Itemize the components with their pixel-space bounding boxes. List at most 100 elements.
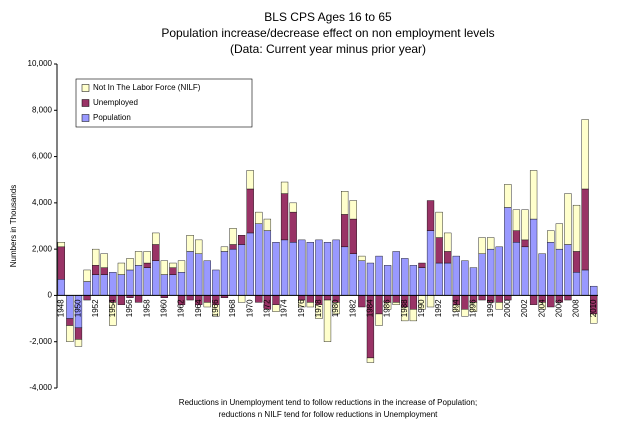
bar-segment (143, 267, 151, 296)
x-tick-label: 2010 (589, 299, 598, 317)
bar-segment (504, 207, 512, 296)
bar-segment (272, 241, 280, 296)
bar-segment (375, 255, 383, 296)
bar-segment (263, 218, 272, 231)
bar-segment (444, 251, 452, 264)
bar-segment (177, 260, 186, 273)
bar-segment (126, 269, 134, 296)
bar-segment (487, 237, 495, 250)
bar-segment (461, 295, 469, 310)
bar-segment (478, 253, 486, 296)
x-tick-label: 1986 (383, 299, 392, 317)
bar-segment (100, 253, 108, 268)
bar-segment (461, 309, 469, 317)
bar-segment (255, 295, 263, 303)
bar-segment (74, 339, 83, 347)
bar-segment (332, 239, 340, 296)
bar-segment (100, 267, 108, 275)
x-tick-label: 1974 (280, 299, 289, 317)
bar-segment (263, 230, 272, 296)
bar-segment (341, 214, 349, 248)
bar-segment (289, 241, 297, 296)
bar-segment (298, 299, 306, 308)
x-tick-label: 2008 (572, 299, 581, 317)
x-tick-label: 1968 (228, 299, 237, 317)
bar-segment (547, 241, 555, 296)
bar-segment (521, 239, 529, 248)
bar-segment (401, 306, 409, 322)
bar-segment (212, 269, 220, 296)
x-tick-label: 1992 (434, 299, 443, 317)
bar-segment (444, 262, 452, 296)
x-tick-label: 1954 (108, 299, 117, 317)
bar-segment (237, 295, 246, 303)
bar-segment (426, 200, 435, 231)
bar-segment (564, 295, 572, 301)
bar-segment (426, 295, 435, 308)
bar-segment (521, 246, 529, 296)
bar-segment (323, 299, 332, 342)
bar-segment (452, 255, 460, 296)
bar-segment (298, 295, 306, 301)
bar-segment (323, 241, 332, 296)
legend-swatch (81, 99, 90, 107)
bar-segment (478, 237, 486, 254)
bar-segment (255, 223, 263, 296)
x-tick-label: 1950 (74, 299, 83, 317)
bar-segment (280, 181, 289, 194)
bar-segment (409, 295, 418, 310)
bar-segment (92, 248, 100, 266)
bar-segment (564, 244, 572, 296)
bar-segment (169, 267, 177, 275)
bar-segment (66, 325, 74, 342)
y-tick-label: 10,000 (28, 59, 53, 68)
bar-segment (134, 295, 143, 303)
bar-segment (564, 193, 572, 245)
bar-segment (487, 248, 495, 296)
bar-segment (555, 248, 563, 296)
bar-segment (469, 302, 478, 312)
bar-segment (538, 253, 546, 296)
x-tick-label: 1948 (56, 299, 65, 317)
legend-label: Population (93, 113, 131, 122)
bar-segment (92, 265, 100, 275)
bar-segment (547, 295, 555, 308)
bar-segment (581, 119, 589, 190)
footnote: Reductions in Unemployment tend to follo… (179, 398, 477, 407)
bar-segment (212, 304, 220, 317)
bar-segment (280, 193, 289, 241)
x-tick-label: 1956 (125, 299, 134, 317)
bar-segment (160, 274, 168, 296)
bar-segment (452, 304, 460, 312)
bar-segment (306, 302, 314, 308)
bar-segment (383, 265, 392, 296)
bar-segment (272, 304, 280, 312)
bar-segment (66, 318, 74, 326)
bar-segment (358, 295, 366, 308)
bar-segment (418, 267, 426, 296)
bar-segment (529, 295, 538, 305)
bar-segment (152, 260, 160, 296)
bar-segment (572, 272, 581, 296)
bar-segment (203, 295, 211, 303)
bar-segment (83, 295, 91, 301)
bar-segment (220, 246, 229, 252)
legend-swatch (81, 114, 90, 122)
bar-segment (555, 223, 563, 250)
bar-segment (572, 251, 581, 273)
bar-segment (74, 327, 83, 340)
bar-segment (306, 295, 314, 303)
y-axis-title: Numbers in Thousands (9, 185, 18, 268)
bar-segment (581, 269, 589, 296)
bar-segment (409, 309, 418, 322)
bar-segment (246, 170, 254, 190)
bar-segment (117, 274, 126, 296)
bar-segment (83, 269, 91, 282)
bar-segment (143, 251, 151, 264)
legend-label: Not In The Labor Force (NILF) (93, 83, 201, 92)
bar-segment (203, 260, 211, 296)
bar-segment (401, 258, 409, 296)
bar-segment (590, 285, 598, 296)
bar-segment (581, 188, 589, 271)
bar-segment (272, 295, 280, 305)
